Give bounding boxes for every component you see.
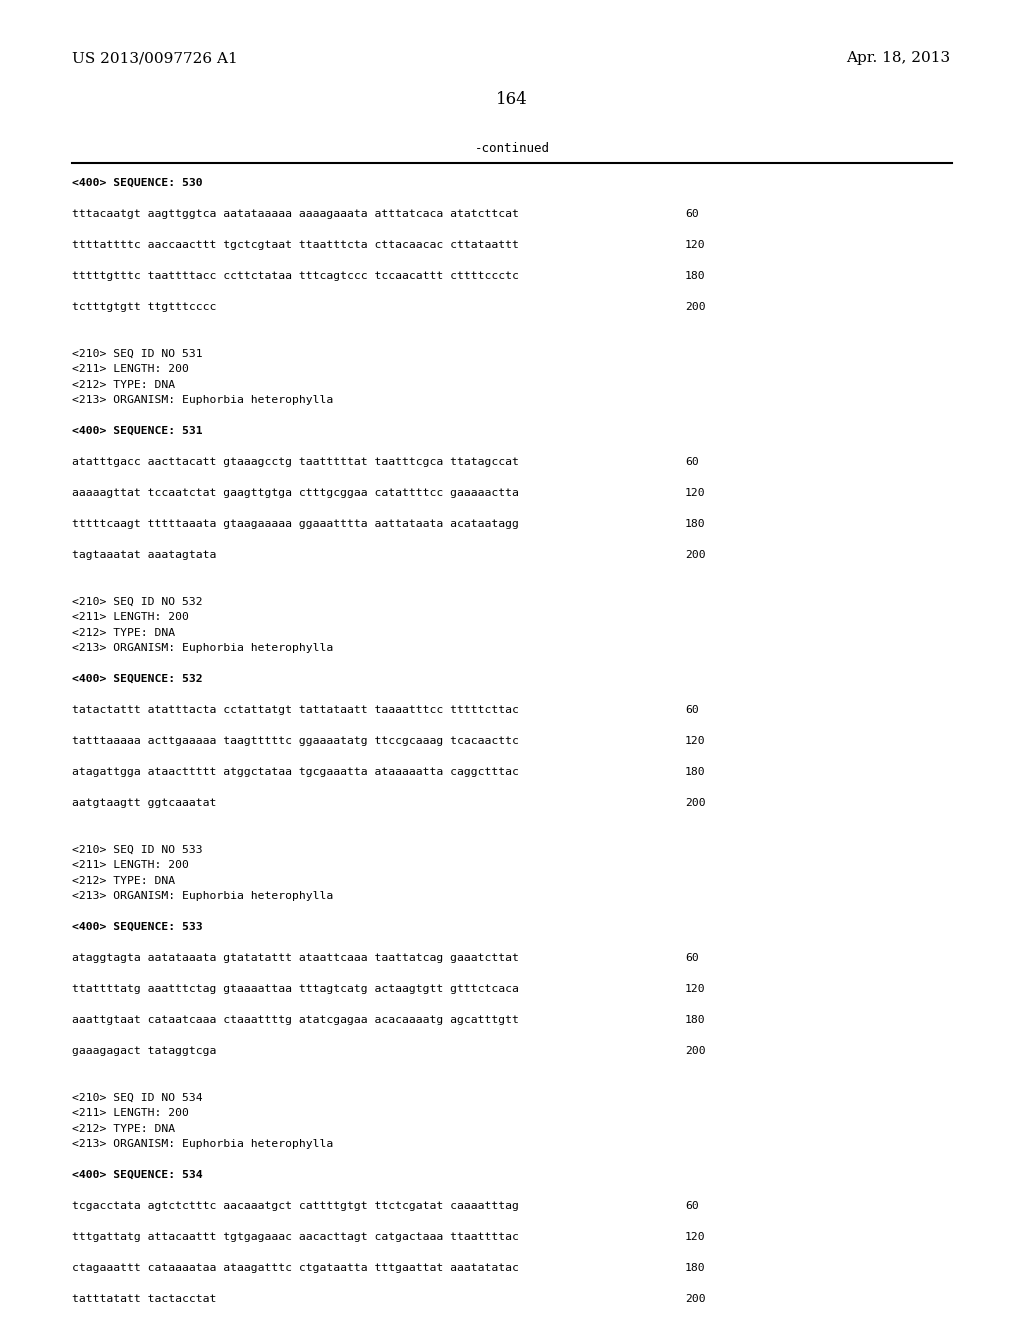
Text: atagattgga ataacttttt atggctataa tgcgaaatta ataaaaatta caggctttac: atagattgga ataacttttt atggctataa tgcgaaa…: [72, 767, 519, 777]
Text: tagtaaatat aaatagtata: tagtaaatat aaatagtata: [72, 550, 216, 560]
Text: 180: 180: [685, 271, 706, 281]
Text: <212> TYPE: DNA: <212> TYPE: DNA: [72, 380, 175, 389]
Text: tttttcaagt tttttaaata gtaagaaaaa ggaaatttta aattataata acataatagg: tttttcaagt tttttaaata gtaagaaaaa ggaaatt…: [72, 519, 519, 529]
Text: 200: 200: [685, 302, 706, 312]
Text: <210> SEQ ID NO 533: <210> SEQ ID NO 533: [72, 845, 203, 854]
Text: <400> SEQUENCE: 534: <400> SEQUENCE: 534: [72, 1170, 203, 1180]
Text: 60: 60: [685, 457, 698, 467]
Text: <213> ORGANISM: Euphorbia heterophylla: <213> ORGANISM: Euphorbia heterophylla: [72, 643, 333, 653]
Text: gaaagagact tataggtcga: gaaagagact tataggtcga: [72, 1045, 216, 1056]
Text: 200: 200: [685, 1294, 706, 1304]
Text: <213> ORGANISM: Euphorbia heterophylla: <213> ORGANISM: Euphorbia heterophylla: [72, 1139, 333, 1148]
Text: 200: 200: [685, 1045, 706, 1056]
Text: 60: 60: [685, 1201, 698, 1210]
Text: 164: 164: [496, 91, 528, 108]
Text: <400> SEQUENCE: 532: <400> SEQUENCE: 532: [72, 675, 203, 684]
Text: atatttgacc aacttacatt gtaaagcctg taatttttat taatttcgca ttatagccat: atatttgacc aacttacatt gtaaagcctg taatttt…: [72, 457, 519, 467]
Text: 120: 120: [685, 1232, 706, 1242]
Text: tatactattt atatttacta cctattatgt tattataatt taaaatttcc tttttcttac: tatactattt atatttacta cctattatgt tattata…: [72, 705, 519, 715]
Text: <211> LENGTH: 200: <211> LENGTH: 200: [72, 612, 188, 622]
Text: tcgacctata agtctctttc aacaaatgct cattttgtgt ttctcgatat caaaatttag: tcgacctata agtctctttc aacaaatgct cattttg…: [72, 1201, 519, 1210]
Text: tctttgtgtt ttgtttcccc: tctttgtgtt ttgtttcccc: [72, 302, 216, 312]
Text: 60: 60: [685, 953, 698, 964]
Text: <212> TYPE: DNA: <212> TYPE: DNA: [72, 875, 175, 886]
Text: <400> SEQUENCE: 533: <400> SEQUENCE: 533: [72, 921, 203, 932]
Text: tttgattatg attacaattt tgtgagaaac aacacttagt catgactaaa ttaattttac: tttgattatg attacaattt tgtgagaaac aacactt…: [72, 1232, 519, 1242]
Text: <400> SEQUENCE: 531: <400> SEQUENCE: 531: [72, 426, 203, 436]
Text: tttttgtttc taattttacc ccttctataa tttcagtccc tccaacattt cttttccctc: tttttgtttc taattttacc ccttctataa tttcagt…: [72, 271, 519, 281]
Text: <211> LENGTH: 200: <211> LENGTH: 200: [72, 364, 188, 374]
Text: 180: 180: [685, 1263, 706, 1272]
Text: Apr. 18, 2013: Apr. 18, 2013: [846, 51, 950, 65]
Text: <211> LENGTH: 200: <211> LENGTH: 200: [72, 861, 188, 870]
Text: ataggtagta aatataaata gtatatattt ataattcaaa taattatcag gaaatcttat: ataggtagta aatataaata gtatatattt ataattc…: [72, 953, 519, 964]
Text: 200: 200: [685, 550, 706, 560]
Text: US 2013/0097726 A1: US 2013/0097726 A1: [72, 51, 238, 65]
Text: 120: 120: [685, 737, 706, 746]
Text: <210> SEQ ID NO 534: <210> SEQ ID NO 534: [72, 1093, 203, 1102]
Text: 180: 180: [685, 1015, 706, 1026]
Text: 120: 120: [685, 983, 706, 994]
Text: 60: 60: [685, 705, 698, 715]
Text: aaattgtaat cataatcaaa ctaaattttg atatcgagaa acacaaaatg agcatttgtt: aaattgtaat cataatcaaa ctaaattttg atatcga…: [72, 1015, 519, 1026]
Text: <211> LENGTH: 200: <211> LENGTH: 200: [72, 1107, 188, 1118]
Text: <213> ORGANISM: Euphorbia heterophylla: <213> ORGANISM: Euphorbia heterophylla: [72, 395, 333, 405]
Text: <210> SEQ ID NO 532: <210> SEQ ID NO 532: [72, 597, 203, 606]
Text: aatgtaagtt ggtcaaatat: aatgtaagtt ggtcaaatat: [72, 799, 216, 808]
Text: 180: 180: [685, 767, 706, 777]
Text: <212> TYPE: DNA: <212> TYPE: DNA: [72, 627, 175, 638]
Text: tttacaatgt aagttggtca aatataaaaa aaaagaaata atttatcaca atatcttcat: tttacaatgt aagttggtca aatataaaaa aaaagaa…: [72, 209, 519, 219]
Text: ttttattttc aaccaacttt tgctcgtaat ttaatttcta cttacaacac cttataattt: ttttattttc aaccaacttt tgctcgtaat ttaattt…: [72, 240, 519, 249]
Text: 120: 120: [685, 488, 706, 498]
Text: <213> ORGANISM: Euphorbia heterophylla: <213> ORGANISM: Euphorbia heterophylla: [72, 891, 333, 902]
Text: 60: 60: [685, 209, 698, 219]
Text: 120: 120: [685, 240, 706, 249]
Text: tatttatatt tactacctat: tatttatatt tactacctat: [72, 1294, 216, 1304]
Text: 180: 180: [685, 519, 706, 529]
Text: aaaaagttat tccaatctat gaagttgtga ctttgcggaa catattttcc gaaaaactta: aaaaagttat tccaatctat gaagttgtga ctttgcg…: [72, 488, 519, 498]
Text: <212> TYPE: DNA: <212> TYPE: DNA: [72, 1123, 175, 1134]
Text: <400> SEQUENCE: 530: <400> SEQUENCE: 530: [72, 178, 203, 187]
Text: <210> SEQ ID NO 531: <210> SEQ ID NO 531: [72, 348, 203, 359]
Text: -continued: -continued: [474, 141, 550, 154]
Text: ttattttatg aaatttctag gtaaaattaa tttagtcatg actaagtgtt gtttctcaca: ttattttatg aaatttctag gtaaaattaa tttagtc…: [72, 983, 519, 994]
Text: ctagaaattt cataaaataa ataagatttc ctgataatta tttgaattat aaatatatac: ctagaaattt cataaaataa ataagatttc ctgataa…: [72, 1263, 519, 1272]
Text: tatttaaaaa acttgaaaaa taagtttttc ggaaaatatg ttccgcaaag tcacaacttc: tatttaaaaa acttgaaaaa taagtttttc ggaaaat…: [72, 737, 519, 746]
Text: 200: 200: [685, 799, 706, 808]
